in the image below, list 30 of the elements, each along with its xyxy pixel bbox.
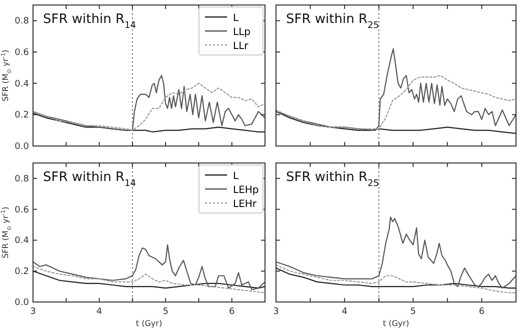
y-tick-label: 0.4 — [14, 236, 30, 246]
y-tick-label: 0.2 — [14, 110, 29, 121]
x-tick-label: 5 — [410, 307, 416, 317]
legend-label: LEHr — [233, 199, 258, 210]
x-tick-label: 4 — [96, 307, 102, 317]
y-tick-label: 0.8 — [14, 174, 30, 184]
legend-label: LLp — [233, 27, 250, 38]
x-tick-label: 3 — [273, 307, 279, 317]
x-tick-label: 5 — [162, 307, 168, 317]
x-axis-title: t (Gyr) — [136, 319, 162, 328]
y-tick-label: 0.6 — [14, 48, 30, 58]
y-tick-label: 0.0 — [14, 298, 30, 308]
text: SFR within R$_{14}$ — [43, 12, 136, 31]
y-tick-label: 0.0 — [14, 142, 30, 152]
legend-label: LLr — [233, 41, 250, 52]
legend-label: L — [233, 13, 239, 24]
y-tick-label: 0.8 — [14, 16, 30, 27]
text: SFR within R$_{25}$ — [286, 170, 380, 189]
x-tick-label: 3 — [30, 307, 36, 317]
text: SFR within R$_{14}$ — [43, 170, 136, 189]
y-tick-label: 0.4 — [14, 79, 30, 90]
legend-label: L — [233, 171, 239, 182]
x-tick-label: 6 — [228, 307, 235, 317]
x-tick-label: 6 — [478, 307, 485, 317]
text: SFR within R$_{25}$ — [286, 12, 380, 31]
legend-label: LEHp — [233, 185, 259, 196]
x-tick-label: 4 — [342, 307, 348, 317]
y-tick-label: 0.2 — [14, 267, 29, 278]
x-axis-title: t (Gyr) — [382, 319, 410, 328]
y-tick-label: 0.6 — [14, 205, 30, 216]
